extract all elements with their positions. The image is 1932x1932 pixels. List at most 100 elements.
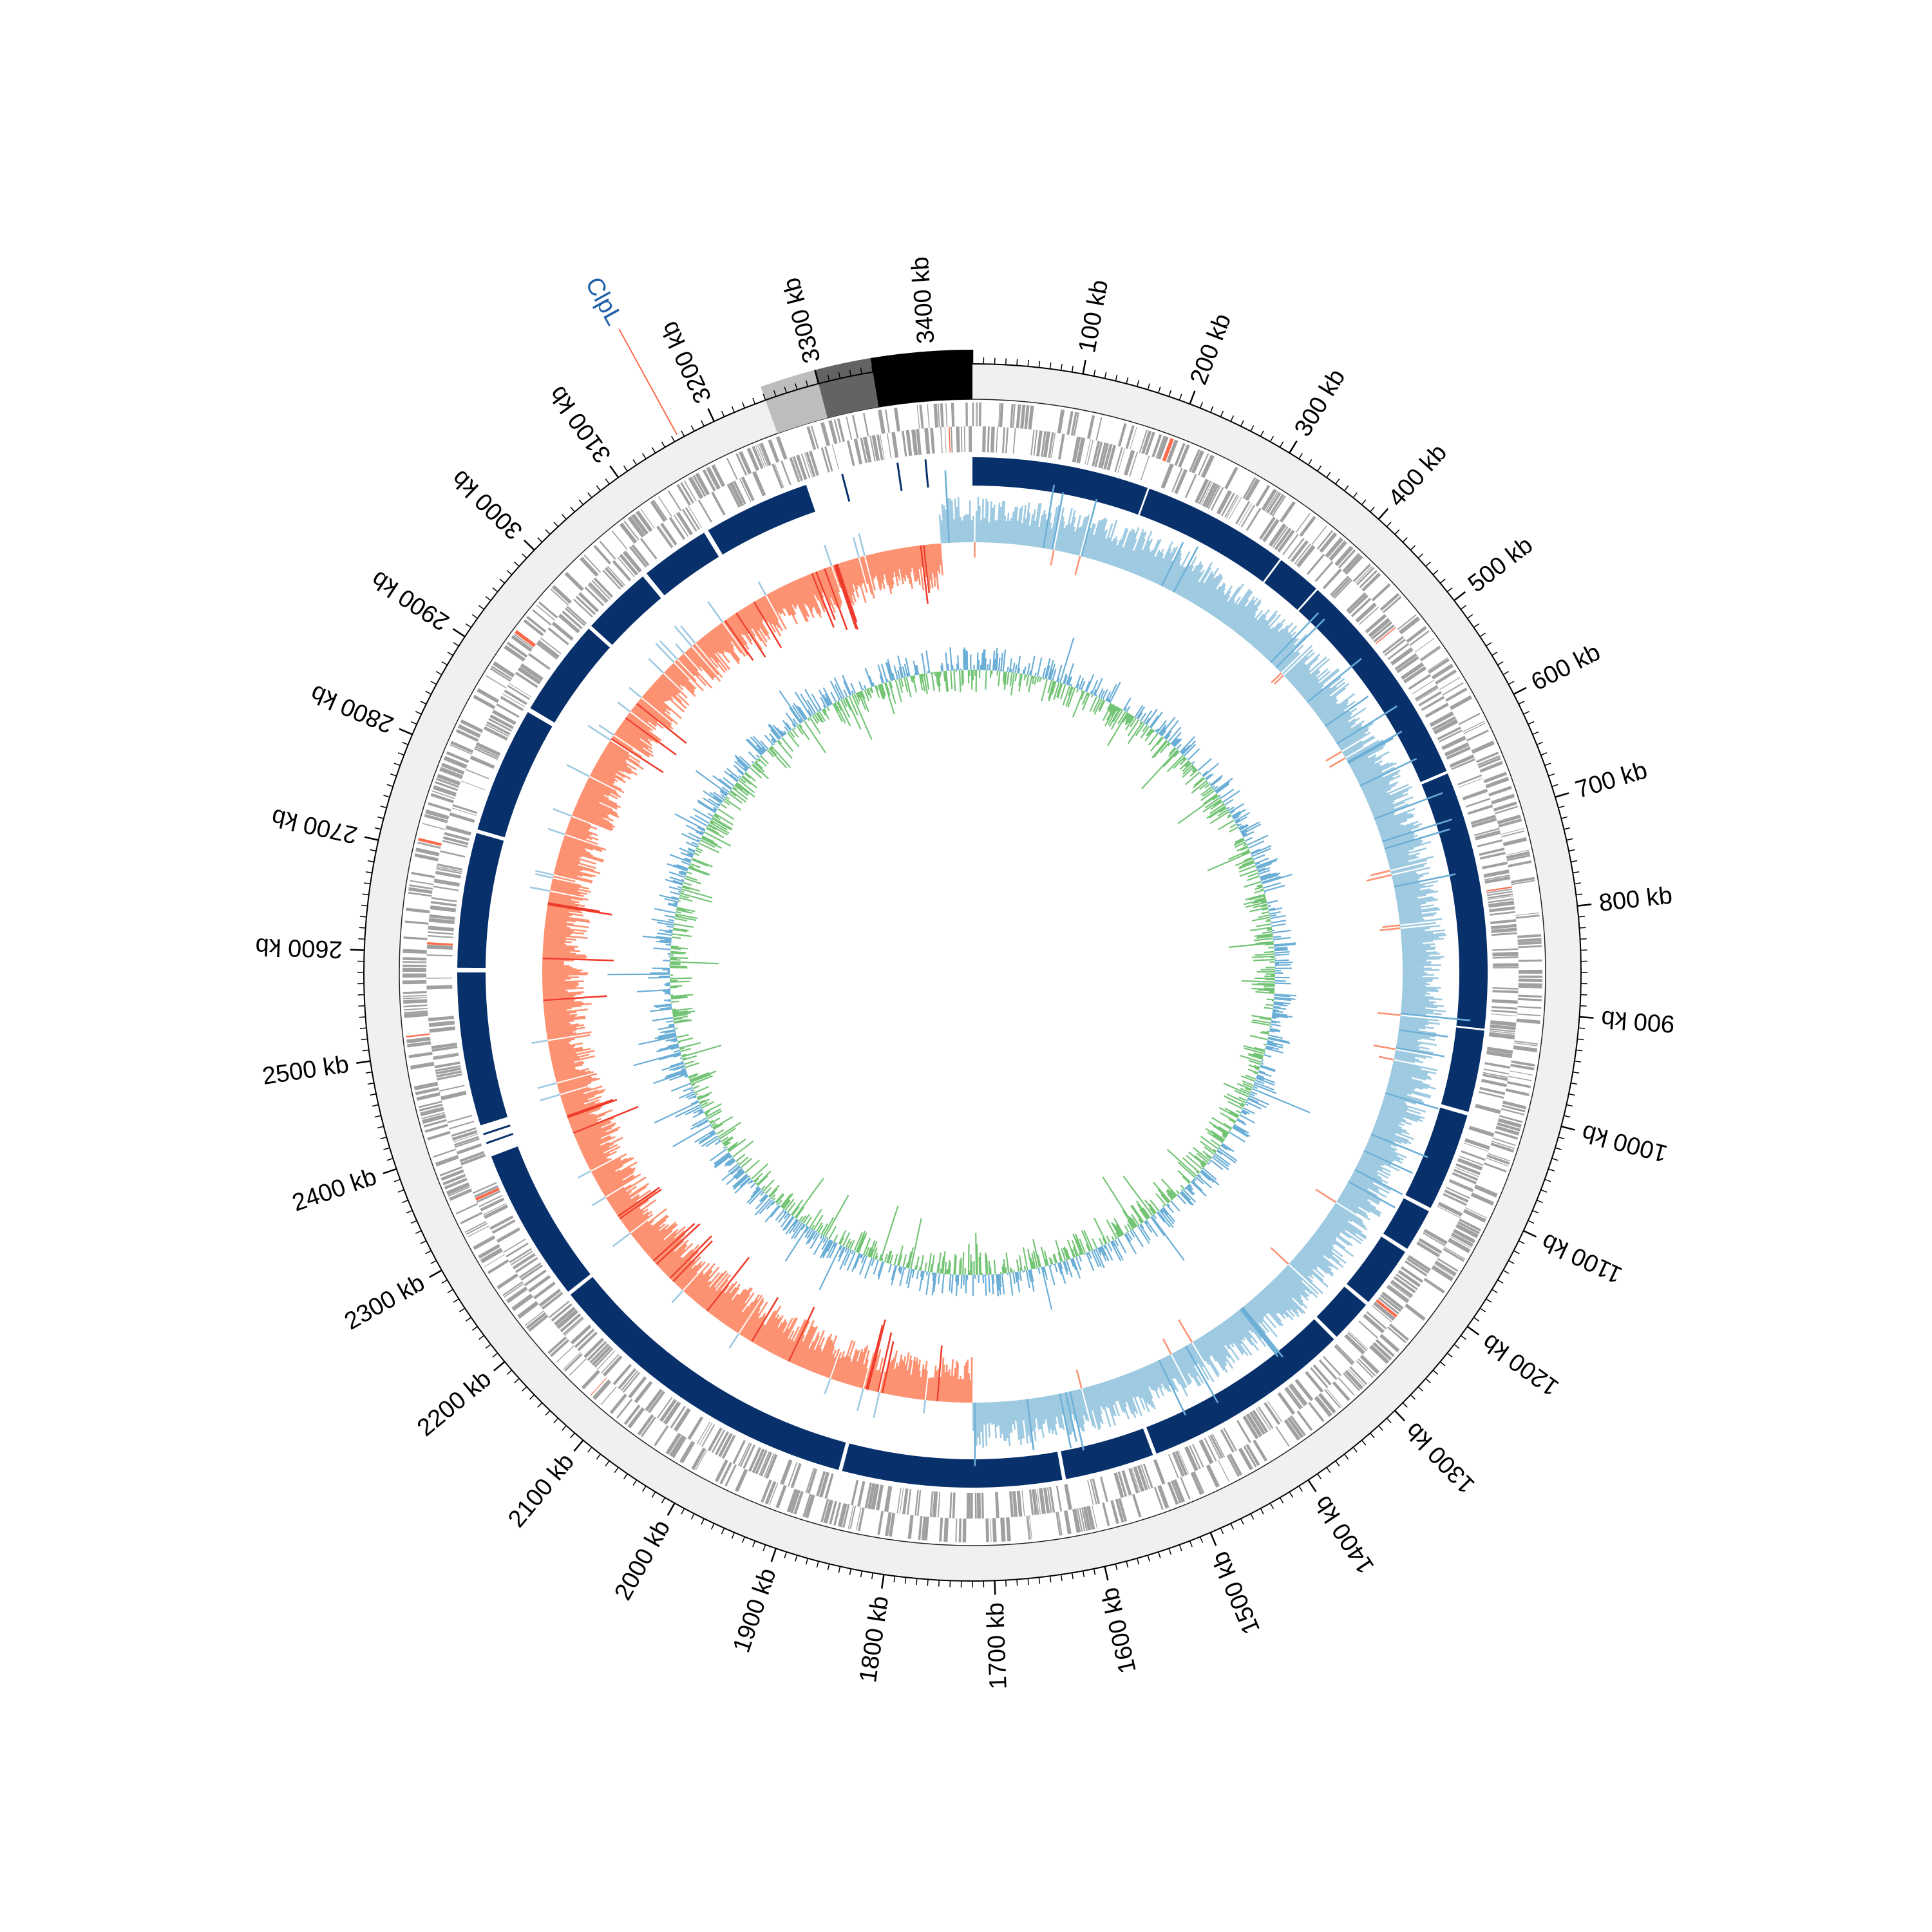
gc-content-bar [1093, 1249, 1102, 1267]
gc-skew-bar [1396, 897, 1418, 902]
gc-content-bar [679, 1057, 683, 1059]
minor-tick [838, 372, 841, 379]
gc-content-bar [869, 1249, 874, 1258]
gc-content-bar [732, 786, 737, 791]
gc-content-bar [1195, 1170, 1200, 1174]
minor-tick [1574, 1060, 1581, 1063]
gc-skew-bar [1345, 1186, 1368, 1200]
gene-feature [764, 1481, 777, 1504]
gc-skew-bar [1051, 492, 1065, 550]
gene-feature [1132, 1493, 1142, 1518]
gc-content-bar [790, 1199, 804, 1216]
gene-feature [1501, 1108, 1525, 1116]
gc-content-bar [1056, 683, 1062, 697]
gc-skew-bar [742, 608, 768, 647]
gc-content-bar [719, 789, 728, 796]
gc-skew-bar [1364, 783, 1390, 797]
gc-skew-bar [828, 1349, 840, 1379]
gc-content-bar [1153, 1214, 1157, 1219]
gc-content-bar [851, 694, 873, 740]
gc-content-bar [1130, 1230, 1135, 1238]
minor-tick [1410, 545, 1416, 551]
minor-tick [1544, 762, 1551, 766]
gc-content-bar [794, 1177, 824, 1218]
gene-feature [1129, 451, 1138, 477]
gc-content-bar [1240, 1111, 1247, 1115]
gene-feature [1332, 1381, 1350, 1401]
gc-content-bar [1253, 958, 1275, 961]
gc-content-bar [870, 687, 874, 694]
gene-feature [617, 556, 635, 578]
gc-content-bar [666, 1020, 674, 1023]
gene-feature [1486, 1154, 1510, 1165]
gc-content-bar [918, 1271, 924, 1291]
gc-content-bar [714, 1151, 730, 1164]
gene-feature [1379, 1294, 1402, 1312]
gc-content-bar [691, 858, 708, 867]
gene-feature [937, 403, 940, 428]
gc-skew-bar [1401, 1003, 1438, 1009]
gc-content-bar [1010, 672, 1015, 696]
gc-skew-bar [1309, 1238, 1340, 1264]
gc-content-bar [1028, 1269, 1035, 1292]
gc-skew-bar [542, 979, 565, 982]
gc-skew-bar [619, 1188, 662, 1220]
gc-content-bar [1107, 706, 1119, 725]
gc-content-bar [658, 1034, 677, 1040]
gc-skew-bar [728, 1302, 746, 1328]
gc-content-bar [1239, 824, 1249, 831]
gc-skew-bar [715, 1287, 740, 1319]
gc-content-bar [1208, 1121, 1229, 1135]
gc-content-bar [953, 1254, 956, 1275]
gene-feature [455, 729, 479, 743]
gc-skew-bar [545, 1017, 586, 1024]
gc-skew-bar [1380, 824, 1414, 837]
gene-feature [1343, 1372, 1361, 1392]
gc-content-bar [652, 1017, 674, 1022]
minor-tick [1454, 1343, 1460, 1349]
alignment-segment-9 [1316, 1286, 1367, 1337]
gene-feature [1041, 431, 1046, 457]
gc-skew-bar [1401, 933, 1445, 938]
gc-skew-bar [1236, 601, 1262, 634]
gene-feature [404, 920, 429, 925]
gc-content-bar [1170, 1200, 1180, 1212]
gc-skew-bar [554, 867, 592, 878]
gc-content-bar [1060, 684, 1066, 699]
gc-skew-bar [630, 710, 656, 730]
gc-content-bar [653, 1003, 672, 1007]
gc-skew-bar [1334, 723, 1363, 743]
gc-skew-bar [1308, 687, 1331, 706]
gc-content-bar [1267, 905, 1271, 907]
gene-feature [1513, 1045, 1538, 1053]
gc-skew-bar [828, 566, 843, 604]
gc-skew-bar [563, 1095, 595, 1107]
gc-content-bar [1227, 806, 1235, 811]
gc-content-bar [1233, 1124, 1246, 1133]
gc-skew-bar [658, 676, 690, 706]
gc-skew-bar [932, 1365, 937, 1401]
gc-content-bar [680, 893, 712, 903]
gc-skew-bar [617, 1186, 661, 1217]
gc-skew-bar [902, 547, 909, 578]
gc-skew-bar [1392, 1063, 1437, 1075]
gc-content-bar [1125, 716, 1135, 730]
minor-tick [447, 1289, 453, 1294]
gc-skew-bar [784, 1340, 795, 1360]
gene-feature [422, 822, 446, 830]
gc-skew-bar [1391, 866, 1431, 878]
gene-feature [446, 751, 469, 763]
gene-feature [491, 665, 513, 680]
gene-feature [611, 530, 628, 550]
minor-tick [752, 1540, 756, 1548]
gc-skew-bar [719, 1294, 740, 1321]
gc-content-bar [1155, 728, 1159, 733]
gene-feature [718, 1433, 733, 1457]
gc-content-bar [1108, 707, 1121, 727]
gc-content-bar [739, 755, 752, 768]
gc-skew-bar [1382, 819, 1452, 843]
gc-content-bar [1239, 1054, 1262, 1063]
gc-content-bar [1120, 708, 1122, 711]
gc-skew-bar [1340, 1195, 1359, 1208]
gc-skew-bar [594, 766, 616, 779]
